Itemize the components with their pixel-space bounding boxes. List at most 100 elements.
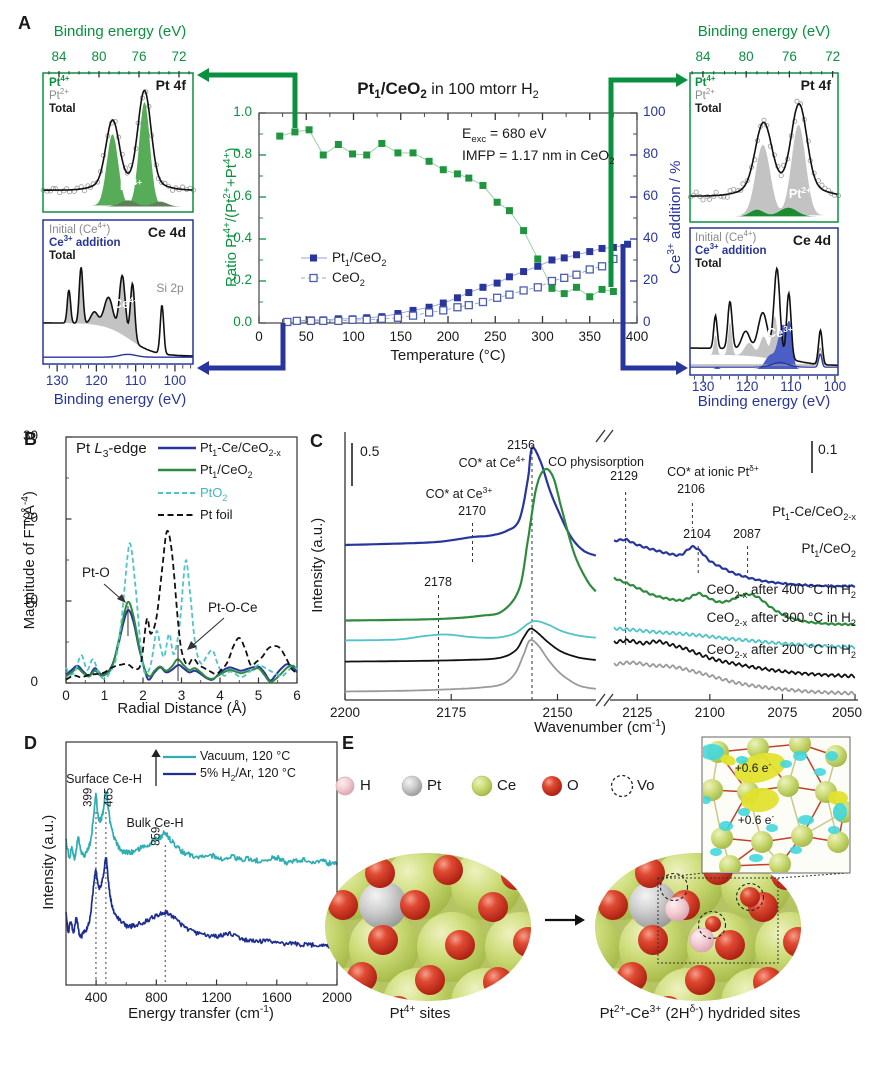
ev-tick-label: 130	[691, 379, 715, 394]
x-tick-label: 100	[342, 329, 365, 344]
exafs-y-tick: 20	[22, 510, 38, 525]
y-left-tick-label: 0.0	[233, 314, 252, 329]
panel-e-letter: E	[342, 733, 355, 753]
ev-tick-label: 84	[695, 49, 711, 64]
atom-label-pt: Pt	[427, 777, 442, 794]
exafs-title-L: L	[94, 440, 103, 457]
ev-tick-label: 110	[780, 379, 802, 394]
x-tick-label: 250	[483, 329, 507, 344]
ir-x-tick: 2125	[622, 705, 653, 720]
ev-tick-label: 100	[823, 379, 847, 394]
panel-d-letter: D	[24, 733, 37, 753]
ins-surface-ceh-label: Surface Ce-H	[66, 772, 142, 786]
y-left-tick-label: 0.2	[233, 272, 252, 287]
xps-axis-ticks	[48, 365, 192, 372]
left-ce4d-title: Ce 4d	[147, 224, 186, 240]
ev-tick-label: 110	[124, 373, 147, 388]
right-pt4f-leg2: Pt2+	[695, 87, 715, 102]
y-left-tick-label: 0.8	[233, 146, 252, 161]
x-tick-label: 350	[578, 329, 602, 344]
y-right-tick-label: 0	[643, 314, 651, 329]
left-pt4f-title: Pt 4f	[155, 77, 186, 93]
center-plot-title-bold: Pt1/CeO2	[357, 79, 427, 102]
ir-ann-2104: 2104	[683, 527, 711, 541]
exafs-y-tick: 30	[22, 428, 38, 443]
y-right-tick-label: 100	[643, 104, 666, 119]
center-plot-title-rest: in 100 mtorr H2	[426, 81, 539, 102]
ir-ann-2129: 2129	[610, 469, 638, 483]
ins-ylabel: Intensity (a.u.)	[39, 814, 57, 910]
ir-ann-co-pt: CO* at ionic Ptδ+	[667, 462, 759, 479]
exafs-x-tick: 1	[100, 688, 109, 703]
xps-right_pt4f	[688, 72, 841, 223]
left-pt4f-leg1: Pt4+	[49, 74, 70, 89]
caption-hydrided-sites: Pt2+-Ce3+ (2Hδ-) hydrided sites	[599, 1004, 801, 1022]
ir-ylabel: Intensity (a.u.)	[308, 517, 326, 613]
ce3-addition-ylabel: Ce3+ addition / %	[665, 160, 684, 274]
exafs-ann-pto: Pt-O	[82, 565, 110, 580]
ins-xlabel: Energy transfer (cm-1)	[128, 1004, 274, 1022]
ir-ann-2087: 2087	[733, 527, 761, 541]
annotation-eexc: Eexc = 680 eV	[462, 125, 547, 145]
exafs-x-tick: 4	[216, 688, 224, 703]
ins-plot	[65, 741, 338, 986]
ir-ann-2106: 2106	[677, 482, 705, 496]
ir-scalebar-right-label: 0.1	[818, 441, 838, 457]
left-ce4d-fill-label: Ce4+	[113, 294, 139, 311]
panel-a-connectors	[209, 72, 676, 371]
ir-scalebar-left-label: 0.5	[360, 443, 380, 459]
atom-label-ce: Ce	[497, 777, 517, 794]
ev-tick-label: 72	[825, 49, 841, 64]
ev-tick-label: 76	[131, 49, 147, 64]
ir-ann-co-ce4: CO* at Ce4+	[458, 453, 526, 470]
left-ce4d-leg2: Ce3+ addition	[49, 234, 121, 249]
exafs-legend-3: PtO2	[200, 485, 228, 503]
ir-x-tick: 2100	[694, 705, 725, 720]
xps-axis-ticks	[693, 376, 836, 383]
exafs-xlabel: Radial Distance (Å)	[117, 700, 247, 717]
ir-x-tick: 2200	[329, 705, 361, 720]
ins-x-tick: 400	[84, 990, 108, 1005]
inset-charge-label-1: +0.6 e-	[734, 760, 772, 775]
binding-energy-top-left-label: Binding energy (eV)	[53, 23, 187, 40]
ir-ann-co-ce3: CO* at Ce3+	[425, 484, 493, 501]
y-right-tick-label: 60	[643, 188, 659, 203]
panel-b-letter: B	[24, 429, 37, 449]
exafs-legend-4: Pt foil	[200, 507, 233, 522]
center-plot	[258, 112, 638, 327]
exafs-x-tick: 2	[139, 688, 147, 703]
ir-plot	[344, 429, 858, 707]
left-si2p-label: Si 2p	[156, 281, 184, 295]
x-tick-label: 400	[625, 329, 649, 344]
ins-peak-465: 465	[103, 787, 116, 807]
center-legend-pt1ceo2: Pt1/CeO2	[332, 250, 387, 268]
right-ce4d-leg3: Total	[695, 258, 722, 270]
ins-x-tick: 1600	[261, 990, 292, 1005]
ir-xlabel: Wavenumber (cm-1)	[534, 718, 666, 736]
right-ce4d-title: Ce 4d	[792, 232, 831, 248]
left-ce4d-leg1: Initial (Ce4+)	[49, 221, 111, 236]
ir-x-tick: 2150	[542, 705, 573, 720]
binding-energy-top-right-label: Binding energy (eV)	[697, 23, 831, 40]
exafs-title-pre: Pt	[76, 440, 95, 457]
right-pt4f-leg1: Pt4+	[695, 74, 716, 89]
x-tick-label: 50	[298, 329, 314, 344]
ir-ann-2156: 2156	[507, 438, 535, 452]
temperature-xlabel: Temperature (°C)	[390, 347, 506, 364]
exafs-legend-2: Pt1/CeO2	[200, 462, 253, 480]
ins-legend-vacuum: Vacuum, 120 °C	[200, 749, 291, 763]
exafs-x-tick: 5	[254, 688, 263, 703]
exafs-x-tick: 3	[177, 688, 186, 703]
ir-x-tick: 2075	[767, 705, 798, 720]
left-pt4f-leg2: Pt2+	[49, 87, 69, 102]
exafs-ylabel: Magnitude of FT(Å-4)	[19, 491, 38, 630]
exafs-ann-ptoce: Pt-O-Ce	[208, 600, 258, 615]
right-ce4d-leg2: Ce3+ addition	[695, 242, 767, 257]
exafs-plot	[65, 436, 298, 684]
panel-a-letter: A	[18, 13, 31, 33]
exafs-title: Pt L3-edge	[76, 440, 147, 459]
binding-energy-bottom-right-label: Binding energy (eV)	[697, 393, 831, 410]
exafs-x-tick: 0	[62, 688, 70, 703]
